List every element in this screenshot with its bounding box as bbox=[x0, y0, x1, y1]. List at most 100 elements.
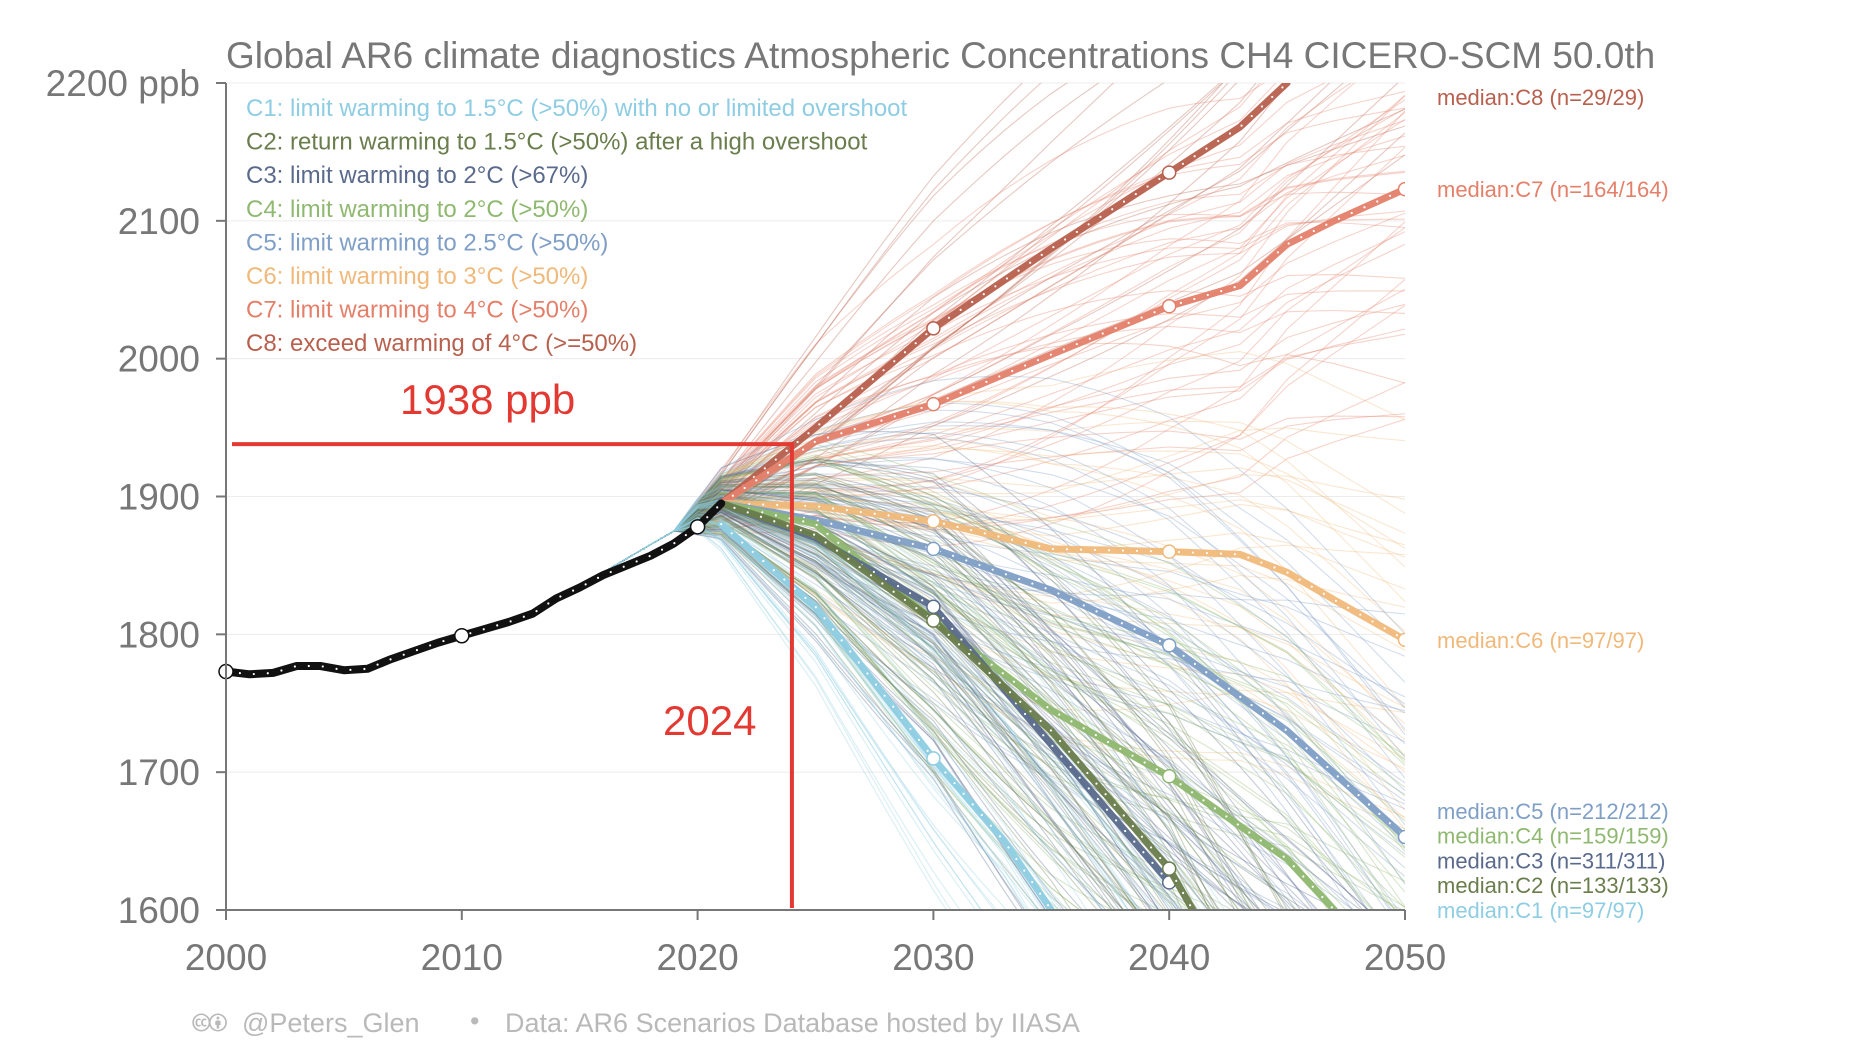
scenario-trace-c3 bbox=[603, 477, 1261, 910]
scenario-trace-c5 bbox=[603, 510, 1405, 855]
scenario-trace-c4 bbox=[603, 443, 1396, 910]
median-c8 bbox=[717, 83, 1291, 507]
scenario-trace-c7 bbox=[603, 304, 1405, 573]
legend-item-c3: C3: limit warming to 2°C (>67%) bbox=[246, 162, 588, 189]
median-label-c3: median:C3 (n=311/311) bbox=[1437, 848, 1666, 873]
scenario-trace-c2 bbox=[603, 507, 1177, 910]
legend-item-c6: C6: limit warming to 3°C (>50%) bbox=[246, 263, 588, 290]
scenario-trace-c7 bbox=[603, 381, 1405, 573]
scenario-trace-c2 bbox=[603, 530, 1040, 910]
scenario-trace-c3 bbox=[603, 485, 1319, 910]
historical-marker-2020 bbox=[689, 519, 706, 535]
scenario-trace-c4 bbox=[603, 530, 1070, 910]
scenario-trace-c3 bbox=[603, 506, 1125, 910]
scenario-trace-c1 bbox=[603, 528, 961, 910]
scenario-trace-c3 bbox=[603, 511, 1179, 910]
scenario-trace-c3 bbox=[603, 517, 1103, 910]
scenario-trace-c6 bbox=[603, 420, 1405, 573]
scenario-trace-c2 bbox=[603, 517, 1124, 910]
scenario-trace-c4 bbox=[603, 497, 1373, 910]
scenario-trace-c3 bbox=[603, 479, 1245, 910]
scenario-trace-c4 bbox=[603, 521, 1189, 910]
scenario-trace-c5 bbox=[603, 457, 1405, 826]
scenario-trace-c7 bbox=[603, 418, 1405, 573]
scenario-trace-c1 bbox=[603, 519, 1028, 910]
median-line-c4 bbox=[717, 499, 1338, 910]
cc-license-icon: 🅭🅯 bbox=[192, 1008, 228, 1038]
median-marker-c6-2040 bbox=[1161, 544, 1177, 559]
scenario-trace-c5 bbox=[603, 509, 1405, 795]
scenario-trace-c6 bbox=[603, 351, 1405, 573]
scenario-trace-c5 bbox=[603, 521, 1405, 810]
historical-line-dots bbox=[224, 502, 723, 676]
scenario-trace-c7 bbox=[603, 191, 1405, 573]
scenario-trace-c6 bbox=[603, 401, 1405, 602]
axes: 2200 ppb 2100 2000 1900 1800 1700 1600 2000 2010… bbox=[46, 63, 1669, 978]
scenario-trace-c5 bbox=[603, 437, 1405, 779]
scenario-trace-c6 bbox=[603, 495, 1405, 756]
scenario-trace-c7 bbox=[603, 227, 1405, 573]
median-label-c4: median:C4 (n=159/159) bbox=[1437, 824, 1669, 849]
scenario-trace-c2 bbox=[603, 515, 1139, 910]
scenario-trace-c6 bbox=[603, 530, 1405, 818]
scenario-trace-c6 bbox=[603, 515, 1405, 608]
median-marker-c4-2040 bbox=[1161, 769, 1177, 784]
scenario-trace-c4 bbox=[603, 516, 1405, 908]
scenario-trace-c3 bbox=[603, 530, 1026, 910]
legend-item-c1: C1: limit warming to 1.5°C (>50%) with n… bbox=[246, 95, 908, 122]
scenario-trace-c4 bbox=[603, 496, 1375, 910]
median-label-c6: median:C6 (n=97/97) bbox=[1437, 628, 1644, 653]
scenario-trace-c1 bbox=[603, 528, 952, 910]
scenario-trace-c7 bbox=[603, 145, 1405, 573]
scenario-trace-c3 bbox=[603, 458, 1364, 910]
scenario-trace-c2 bbox=[603, 512, 1212, 910]
scenario-trace-c6 bbox=[603, 523, 1405, 770]
scenario-trace-c3 bbox=[603, 511, 1282, 910]
scenario-trace-c8 bbox=[603, 83, 1257, 573]
annotation-year-label: 2024 bbox=[663, 697, 756, 744]
scenario-trace-c7 bbox=[603, 83, 1265, 573]
y-tick-label: 1900 bbox=[118, 477, 200, 518]
scenario-trace-c8 bbox=[603, 83, 1238, 573]
median-marker-c2-2030 bbox=[926, 613, 941, 628]
scenario-trace-c3 bbox=[603, 514, 1113, 910]
scenario-trace-c7 bbox=[603, 83, 1277, 573]
scenario-trace-c7 bbox=[603, 83, 1326, 573]
median-label-c2: median:C2 (n=133/133) bbox=[1437, 873, 1669, 898]
scenario-trace-c2 bbox=[603, 462, 1283, 910]
scenario-trace-c5 bbox=[603, 509, 1297, 910]
scenario-trace-c5 bbox=[603, 511, 1405, 877]
historical-line bbox=[218, 499, 726, 680]
median-marker-c2-2040 bbox=[1161, 861, 1177, 876]
scenario-trace-c1 bbox=[603, 513, 1059, 910]
median-marker-c6-2030 bbox=[926, 514, 941, 529]
scenario-trace-c5 bbox=[603, 514, 1317, 910]
scenario-trace-c3 bbox=[603, 495, 1362, 910]
scenario-trace-c6 bbox=[603, 518, 1405, 760]
scenario-trace-c2 bbox=[603, 509, 1138, 910]
legend-item-c2: C2: return warming to 1.5°C (>50%) after… bbox=[246, 129, 868, 156]
median-c5 bbox=[717, 499, 1405, 845]
scenario-trace-c7 bbox=[603, 309, 1405, 573]
annotation-value-label: 1938 ppb bbox=[400, 376, 575, 423]
scenario-trace-c5 bbox=[603, 511, 1405, 615]
scenario-trace-c5 bbox=[603, 409, 1405, 730]
median-label-c8: median:C8 (n=29/29) bbox=[1437, 85, 1644, 110]
scenario-trace-c1 bbox=[603, 511, 1088, 910]
scenario-trace-c7 bbox=[603, 83, 1352, 573]
scenario-trace-c3 bbox=[603, 473, 1256, 910]
scenario-trace-c5 bbox=[603, 496, 1374, 910]
scenario-trace-c5 bbox=[603, 508, 1405, 869]
scenario-trace-c4 bbox=[603, 518, 1405, 882]
median-lines bbox=[717, 83, 1405, 910]
scenario-trace-c5 bbox=[603, 519, 1405, 805]
scenario-trace-c3 bbox=[603, 528, 1047, 910]
scenario-trace-c1 bbox=[603, 520, 1039, 910]
scenario-trace-c6 bbox=[603, 530, 1405, 830]
scenario-trace-c5 bbox=[603, 518, 1405, 712]
scenario-trace-c7 bbox=[603, 288, 1405, 573]
median-marker-c5-2030 bbox=[926, 541, 941, 557]
scenario-trace-c5 bbox=[603, 458, 1405, 709]
scenario-trace-c3 bbox=[603, 509, 1152, 910]
